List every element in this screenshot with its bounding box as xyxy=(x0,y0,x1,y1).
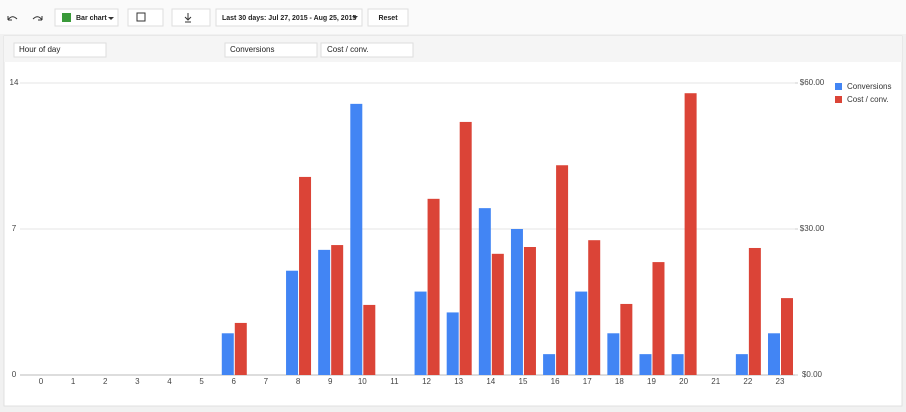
x-tick-label: 0 xyxy=(39,377,44,386)
bar xyxy=(748,247,761,375)
x-tick-label: 2 xyxy=(103,377,108,386)
bar xyxy=(446,312,459,375)
reset-button[interactable] xyxy=(367,8,409,27)
bar xyxy=(639,354,652,375)
dimension-select[interactable] xyxy=(13,42,107,58)
date-range: Last 30 days: Jul 27, 2015 - Aug 25, 201… xyxy=(222,15,356,22)
bar xyxy=(478,208,491,375)
calendar-icon xyxy=(136,12,146,22)
y2-tick-label: $30.00 xyxy=(800,224,825,233)
x-tick-label: 5 xyxy=(199,377,204,386)
y2-tick-label: $60.00 xyxy=(800,78,825,87)
x-tick-label: 7 xyxy=(264,377,269,386)
bar xyxy=(575,291,588,375)
legend-swatch xyxy=(835,83,842,90)
dropdown-arrow xyxy=(108,17,114,20)
x-tick-label: 12 xyxy=(422,377,431,386)
x-tick-label: 13 xyxy=(454,377,463,386)
x-tick-label: 19 xyxy=(647,377,656,386)
reset-label: Reset xyxy=(378,15,398,22)
x-tick-label: 9 xyxy=(328,377,333,386)
bar xyxy=(318,249,331,375)
bar xyxy=(459,121,472,375)
legend-label: Cost / conv. xyxy=(847,95,889,104)
x-tick-label: 4 xyxy=(167,377,172,386)
bar xyxy=(427,198,440,375)
x-tick-label: 14 xyxy=(486,377,495,386)
download-icon xyxy=(184,13,192,23)
y-tick-label: 0 xyxy=(12,370,17,379)
x-tick-label: 6 xyxy=(232,377,237,386)
chart-type-icon xyxy=(62,13,71,22)
bar xyxy=(543,354,556,375)
metric-select[interactable] xyxy=(320,42,414,58)
legend-swatch xyxy=(835,96,842,103)
bar xyxy=(781,298,793,375)
dropdown-arrow xyxy=(352,16,358,19)
legend-label: Conversions xyxy=(847,82,891,91)
y-tick-label: 7 xyxy=(12,224,17,233)
bar xyxy=(363,304,376,375)
bar xyxy=(620,303,633,375)
bar xyxy=(607,333,620,375)
y2-tick-label: $0.00 xyxy=(802,370,823,379)
chart-type-label: Bar chart xyxy=(76,15,107,22)
bar xyxy=(768,333,780,375)
bar xyxy=(556,165,569,375)
x-tick-label: 18 xyxy=(615,377,624,386)
x-tick-label: 8 xyxy=(296,377,301,386)
bar xyxy=(234,322,247,375)
bar xyxy=(652,262,665,375)
metric-label: Conversions xyxy=(230,45,274,54)
dimension-label: Hour of day xyxy=(19,45,60,54)
x-tick-label: 3 xyxy=(135,377,140,386)
bar xyxy=(523,247,536,375)
x-tick-label: 21 xyxy=(711,377,720,386)
bar xyxy=(414,291,427,375)
undo-icon[interactable] xyxy=(7,16,18,21)
bar xyxy=(588,240,601,375)
bar xyxy=(684,93,697,375)
x-tick-label: 11 xyxy=(390,377,399,386)
bar xyxy=(286,270,299,375)
x-tick-label: 20 xyxy=(679,377,688,386)
filter-bar xyxy=(4,36,902,62)
x-tick-label: 10 xyxy=(358,377,367,386)
y-tick-label: 14 xyxy=(10,78,19,87)
redo-icon[interactable] xyxy=(32,16,43,21)
bar xyxy=(671,354,684,375)
bar xyxy=(735,354,748,375)
bar xyxy=(221,333,234,375)
x-tick-label: 22 xyxy=(743,377,752,386)
x-tick-label: 15 xyxy=(519,377,528,386)
date-range-button[interactable] xyxy=(215,8,363,27)
bar xyxy=(331,245,344,375)
x-tick-label: 16 xyxy=(551,377,560,386)
x-tick-label: 17 xyxy=(583,377,592,386)
metric-select[interactable] xyxy=(224,42,318,58)
x-tick-label: 1 xyxy=(71,377,76,386)
bar xyxy=(510,229,523,375)
metric-label: Cost / conv. xyxy=(327,45,369,54)
x-tick-label: 23 xyxy=(776,377,785,386)
bar xyxy=(299,176,312,375)
bar xyxy=(491,253,504,375)
bar xyxy=(350,103,363,375)
